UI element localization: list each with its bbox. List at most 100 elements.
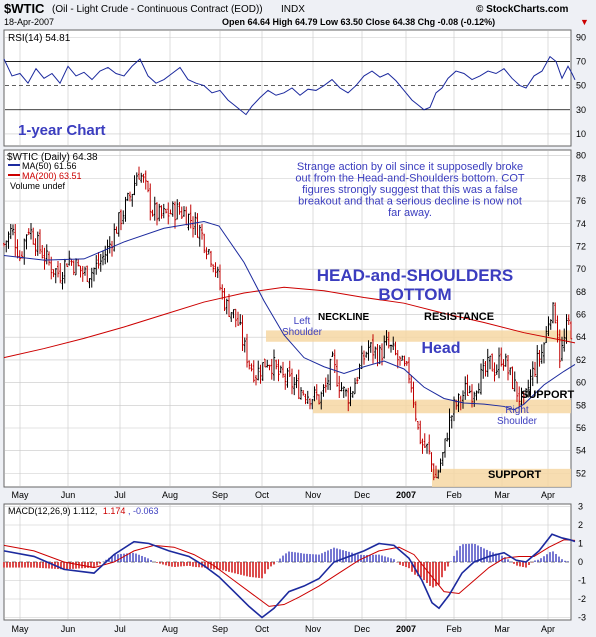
upper-support-band [313, 399, 571, 414]
price-bar [183, 206, 186, 217]
price-bar [358, 363, 361, 380]
price-bar [421, 438, 424, 454]
price-bar [14, 223, 17, 257]
price-bar [365, 351, 368, 358]
month-label: Mar [494, 624, 510, 634]
price-bar [259, 364, 262, 384]
price-bar [189, 204, 192, 229]
price-bar [180, 206, 183, 219]
price-bar [45, 244, 48, 265]
ma50-line [3, 220, 576, 411]
price-bar [72, 260, 75, 276]
price-tick-label: 80 [576, 151, 586, 161]
price-bar [536, 345, 539, 384]
price-bar [27, 228, 30, 235]
price-bar [410, 375, 413, 393]
price-bar [219, 264, 222, 291]
price-bar [414, 401, 417, 422]
price-bar [554, 302, 557, 324]
price-bar [246, 333, 249, 368]
price-bar [255, 375, 258, 386]
price-bar [347, 387, 350, 412]
price-bar [446, 432, 449, 442]
chg-arrow-icon: ▼ [580, 17, 589, 27]
price-bar [149, 183, 152, 221]
price-bar [169, 209, 172, 215]
price-bar [511, 366, 514, 390]
price-bar [306, 390, 309, 405]
price-bar [30, 222, 33, 240]
price-bar [212, 264, 215, 273]
price-bar [84, 266, 87, 276]
price-bar [3, 242, 6, 247]
price-bar [120, 209, 123, 231]
volume-legend: Volume undef [10, 181, 66, 191]
price-bar [570, 321, 573, 340]
price-bar [124, 196, 127, 222]
brand-label: © StockCharts.com [476, 4, 569, 15]
month-label: 2007 [396, 624, 416, 634]
price-bar [561, 336, 564, 362]
price-bar [32, 227, 35, 245]
price-bar [340, 382, 343, 392]
macd-line [3, 533, 576, 619]
price-bar [117, 212, 120, 237]
month-label: May [11, 624, 29, 634]
price-bar [311, 399, 314, 410]
price-bar [437, 469, 440, 479]
price-bar [318, 394, 321, 405]
price-legend: $WTIC (Daily) 64.38 [7, 152, 98, 163]
price-bar [167, 202, 170, 225]
price-tick-label: 64 [576, 332, 586, 342]
price-bar [221, 284, 224, 300]
price-bar [473, 391, 476, 407]
price-bar [243, 337, 246, 353]
price-bar [507, 354, 510, 381]
price-bar [439, 458, 442, 473]
price-bar [558, 329, 561, 369]
month-label: Feb [446, 490, 462, 500]
price-bar [257, 360, 260, 381]
month-label: Sep [212, 624, 228, 634]
price-bar [201, 223, 204, 240]
price-bar [52, 269, 55, 278]
month-label: Oct [255, 624, 270, 634]
price-bar [428, 434, 431, 455]
price-bar [320, 391, 323, 410]
price-bar [396, 349, 399, 369]
price-bar [104, 245, 107, 265]
price-bar [419, 420, 422, 445]
ticker-subtitle: (Oil - Light Crude - Continuous Contract… [52, 4, 263, 15]
price-bar [435, 465, 438, 479]
price-bar [187, 213, 190, 231]
price-bar [54, 268, 57, 284]
price-tick-label: 58 [576, 400, 586, 410]
price-bar [450, 415, 453, 429]
price-bar [351, 391, 354, 398]
month-label: Jun [61, 624, 76, 634]
price-bar [486, 348, 489, 377]
price-bar [383, 335, 386, 359]
price-bar [142, 173, 145, 183]
price-tick-label: 60 [576, 378, 586, 388]
price-bar [225, 298, 228, 315]
price-bar [162, 203, 165, 219]
resistance-label: RESISTANCE [424, 311, 494, 323]
price-bar [228, 293, 231, 317]
price-bar [61, 272, 64, 290]
price-bar [417, 421, 420, 430]
price-bar [466, 374, 469, 396]
signal-legend: 1.174 [103, 506, 126, 516]
price-bar [538, 349, 541, 367]
price-bar [102, 250, 105, 266]
rsi-tick-label: 10 [576, 129, 586, 139]
price-bar [113, 223, 116, 252]
price-bar [423, 433, 426, 448]
price-bar [565, 314, 568, 344]
price-bar [408, 357, 411, 384]
price-bar [214, 262, 217, 278]
price-bar [108, 236, 111, 254]
price-bar [63, 258, 66, 284]
price-bar [203, 233, 206, 254]
macd-panel: 3 2 1 0 -1 -2 -3 MACD(12,26,9) 1.112, 1.174 , … [3, 502, 586, 623]
